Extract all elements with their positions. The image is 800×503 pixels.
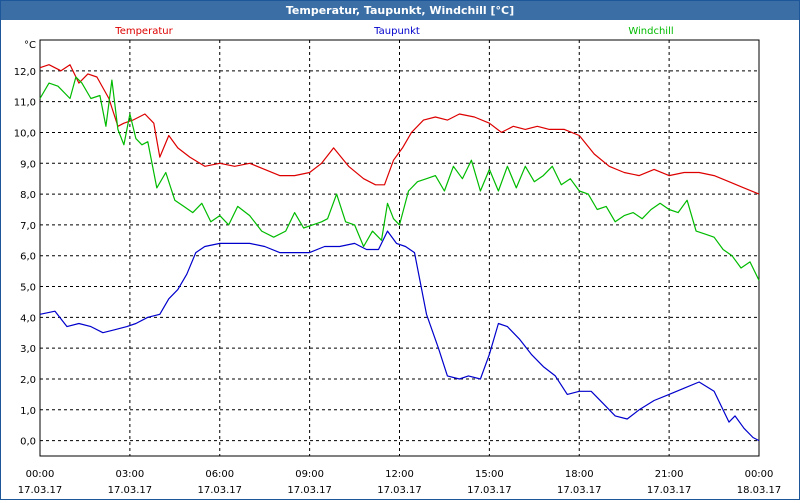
y-tick-label: 10,0 (14, 128, 36, 139)
y-tick-label: 9,0 (20, 159, 36, 170)
legend-taupunkt: Taupunkt (373, 26, 420, 37)
y-tick-label: 0,0 (20, 437, 36, 448)
x-tick-time: 18:00 (565, 469, 594, 480)
x-tick-date: 17.03.17 (467, 485, 512, 496)
line-chart: 0,0 1,0 2,0 3,0 4,0 5,0 6,0 7,0 8,0 9,0 10,0 11,0 12… (14, 26, 782, 496)
chart-area: 0,0 1,0 2,0 3,0 4,0 5,0 6,0 7,0 8,0 9,0 10,0 11,0 12… (1, 20, 799, 499)
x-tick-date: 17.03.17 (557, 485, 602, 496)
x-tick-date: 17.03.17 (197, 485, 242, 496)
y-axis-label: °C (24, 40, 36, 51)
legend-windchill: Windchill (628, 26, 673, 37)
x-tick-time: 09:00 (295, 469, 324, 480)
y-tick-label: 8,0 (20, 190, 36, 201)
y-tick-label: 12,0 (14, 67, 36, 78)
x-tick-date: 17.03.17 (108, 485, 153, 496)
plot-frame (39, 39, 760, 457)
x-tick-time: 03:00 (115, 469, 144, 480)
x-tick-date: 17.03.17 (287, 485, 332, 496)
series-line-windchill (39, 76, 760, 281)
x-tick-time: 21:00 (655, 469, 684, 480)
y-tick-label: 2,0 (20, 375, 36, 386)
y-tick-label: 7,0 (20, 221, 36, 232)
series-line-temperatur (39, 64, 760, 195)
window-title: Temperatur, Taupunkt, Windchill [°C] (1, 1, 799, 20)
x-tick-time: 15:00 (475, 469, 504, 480)
y-tick-label: 5,0 (20, 283, 36, 294)
y-tick-label: 6,0 (20, 252, 36, 263)
x-tick-time: 12:00 (385, 469, 414, 480)
y-tick-label: 11,0 (14, 98, 36, 109)
y-tick-label: 3,0 (20, 344, 36, 355)
legend-temperatur: Temperatur (114, 26, 173, 37)
x-tick-date: 18.03.17 (737, 485, 782, 496)
x-tick-time: 00:00 (26, 469, 55, 480)
y-tick-label: 4,0 (20, 313, 36, 324)
x-tick-date: 17.03.17 (377, 485, 422, 496)
x-tick-date: 17.03.17 (647, 485, 692, 496)
series-line-taupunkt (39, 230, 760, 442)
y-tick-label: 1,0 (20, 406, 36, 417)
x-tick-date: 17.03.17 (18, 485, 63, 496)
x-tick-time: 06:00 (205, 469, 234, 480)
x-tick-time: 00:00 (745, 469, 774, 480)
